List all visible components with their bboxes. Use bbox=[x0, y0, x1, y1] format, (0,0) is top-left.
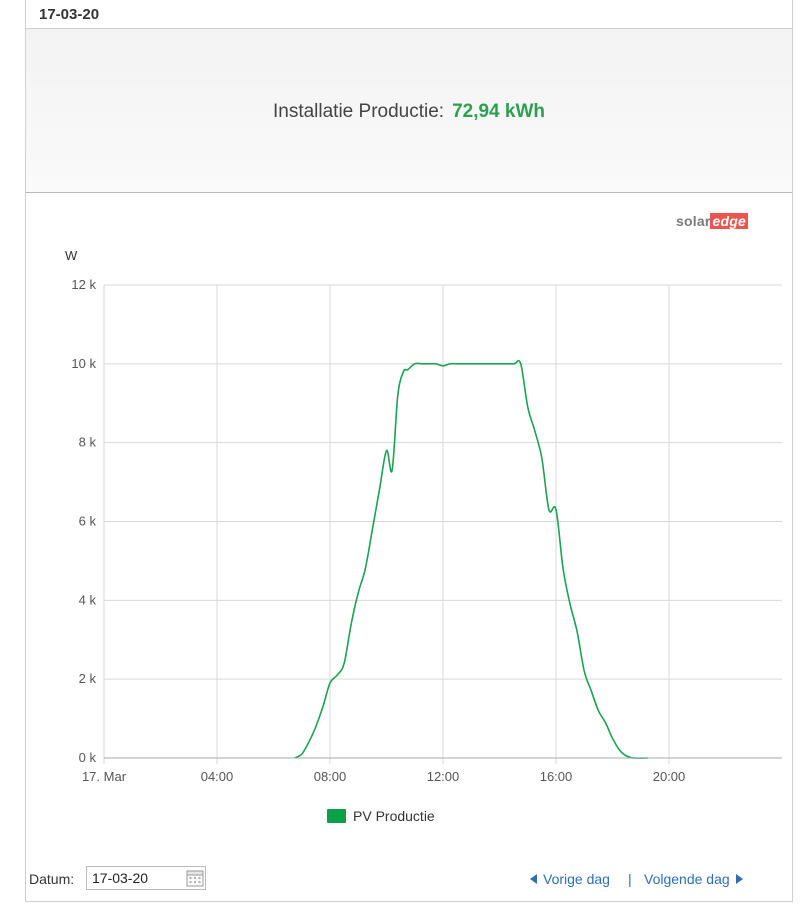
production-summary: Installatie Productie: 72,94 kWh bbox=[26, 28, 792, 193]
calendar-icon[interactable] bbox=[186, 869, 204, 887]
x-tick-label: 08:00 bbox=[314, 769, 347, 784]
chart-legend[interactable]: PV Productie bbox=[327, 808, 435, 824]
date-label: Datum: bbox=[29, 871, 75, 887]
date-field[interactable] bbox=[86, 866, 206, 890]
chevron-right-icon bbox=[735, 874, 743, 884]
solaredge-logo: solar edge bbox=[676, 213, 748, 229]
next-day-label: Volgende dag bbox=[644, 871, 730, 887]
next-day-link[interactable]: Volgende dag bbox=[644, 871, 743, 887]
y-axis-title: W bbox=[65, 248, 78, 263]
panel-bottom-border bbox=[25, 901, 793, 902]
y-tick-label: 2 k bbox=[79, 671, 97, 686]
production-chart: W 0 k 2 k 4 k 6 k 8 k 10 k 12 k 17. Mar 04:00 08… bbox=[65, 248, 782, 784]
panel-date-title: 17-03-20 bbox=[39, 6, 100, 23]
chevron-left-icon bbox=[530, 874, 537, 884]
y-tick-label: 6 k bbox=[79, 514, 97, 529]
previous-day-label: Vorige dag bbox=[543, 871, 610, 887]
y-tick-label: 4 k bbox=[79, 592, 97, 607]
summary-label: Installatie Productie: bbox=[272, 101, 445, 122]
pv-productie-line bbox=[294, 359, 648, 759]
summary-line: Installatie Productie: 72,94 kWh bbox=[26, 101, 792, 123]
x-tick-label: 20:00 bbox=[653, 769, 686, 784]
production-panel: 17-03-20 Installatie Productie: 72,94 kWh bbox=[25, 0, 793, 902]
x-tick-label: 04:00 bbox=[201, 769, 234, 784]
y-tick-labels: 0 k 2 k 4 k 6 k 8 k 10 k 12 k bbox=[71, 277, 96, 765]
y-tick-label: 10 k bbox=[71, 356, 96, 371]
x-tick-label: 17. Mar bbox=[82, 769, 127, 784]
x-tick-label: 16:00 bbox=[540, 769, 573, 784]
x-tick-label: 12:00 bbox=[427, 769, 460, 784]
summary-value: 72,94 kWh bbox=[452, 101, 546, 122]
y-tick-label: 0 k bbox=[79, 750, 97, 765]
y-tick-label: 8 k bbox=[79, 435, 97, 450]
previous-day-link[interactable]: Vorige dag bbox=[530, 871, 610, 887]
x-tick-labels: 17. Mar 04:00 08:00 12:00 16:00 20:00 bbox=[82, 769, 685, 784]
logo-edge: edge bbox=[710, 213, 748, 229]
y-tick-label: 12 k bbox=[71, 277, 96, 292]
legend-label: PV Productie bbox=[353, 808, 435, 824]
x-gridlines bbox=[103, 285, 670, 764]
nav-separator: | bbox=[628, 871, 632, 887]
logo-solar: solar bbox=[676, 213, 711, 229]
legend-swatch bbox=[327, 809, 346, 823]
